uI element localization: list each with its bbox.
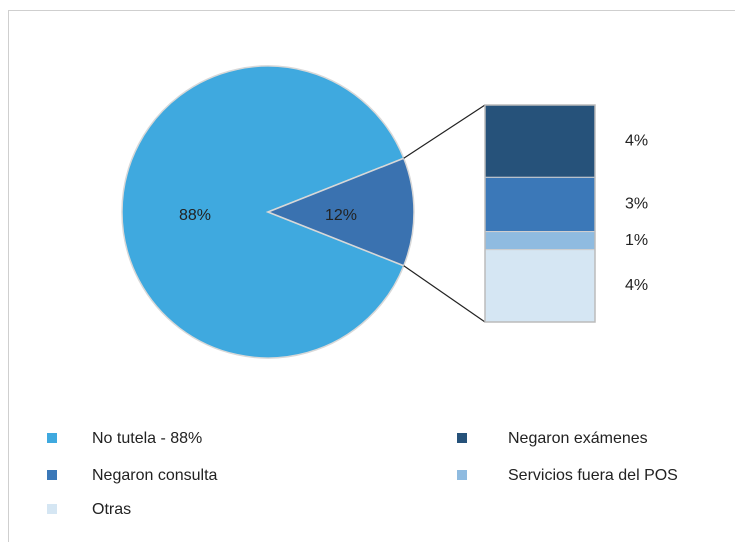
- legend-label: Servicios fuera del POS: [508, 467, 678, 484]
- bar-segment: [485, 177, 595, 231]
- legend-label: No tutela - 88%: [92, 430, 202, 447]
- legend-label: Negaron consulta: [92, 467, 218, 484]
- legend-swatch: [47, 470, 57, 480]
- legend-swatch: [47, 504, 57, 514]
- legend-label: Otras: [92, 501, 131, 518]
- legend-swatch: [457, 470, 467, 480]
- bar-segment: [485, 105, 595, 177]
- legend-label: Negaron exámenes: [508, 430, 648, 447]
- bar-label: 4%: [625, 277, 648, 294]
- connector: [404, 105, 485, 158]
- bar-segment: [485, 250, 595, 322]
- bar-label: 3%: [625, 196, 648, 213]
- connector: [404, 266, 485, 322]
- bar-segment: [485, 232, 595, 250]
- bar-label: 1%: [625, 232, 648, 249]
- bar-label: 4%: [625, 132, 648, 149]
- pie-label: 88%: [179, 207, 211, 224]
- legend-swatch: [47, 433, 57, 443]
- legend-swatch: [457, 433, 467, 443]
- pie-label: 12%: [325, 207, 357, 224]
